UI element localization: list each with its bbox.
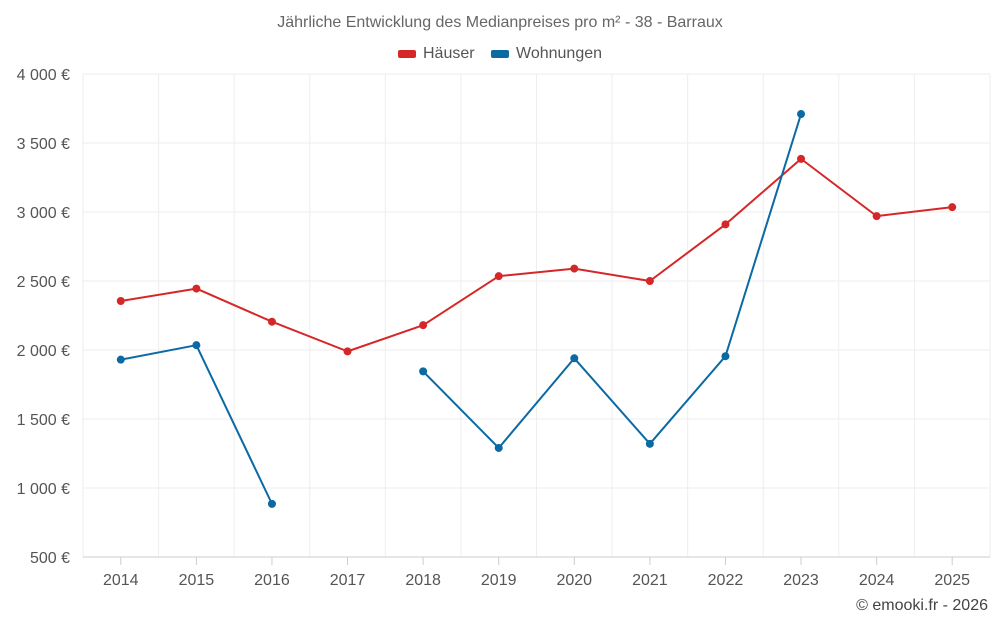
chart-title: Jährliche Entwicklung des Medianpreises …	[277, 14, 723, 31]
data-point-haeuser	[645, 277, 654, 285]
data-point-wohnungen	[645, 439, 654, 448]
chart-legend: Häuser Wohnungen	[0, 45, 1000, 63]
data-point-haeuser	[343, 347, 352, 356]
data-point-haeuser	[797, 154, 806, 163]
data-point-wohnungen	[267, 499, 276, 508]
data-point-haeuser	[116, 297, 125, 306]
x-tick-label: 2022	[708, 572, 744, 589]
y-tick-label: 2 500 €	[17, 274, 70, 291]
y-tick-label: 1 500 €	[17, 412, 70, 429]
credit-text: © emooki.fr - 2026	[856, 597, 988, 614]
data-point-haeuser	[267, 317, 276, 326]
x-tick-label: 2020	[556, 572, 592, 589]
series-line-wohnungen	[422, 113, 802, 449]
y-tick-label: 2 000 €	[17, 343, 70, 360]
data-point-wohnungen	[494, 443, 503, 452]
legend-item-haeuser[interactable]: Häuser	[397, 45, 475, 63]
series-line-haeuser	[120, 157, 953, 353]
y-tick-label: 3 500 €	[17, 136, 70, 153]
x-tick-label: 2017	[330, 572, 366, 589]
data-point-haeuser	[419, 321, 428, 330]
x-tick-label: 2015	[179, 572, 215, 589]
data-point-haeuser	[872, 212, 881, 221]
x-tick-label: 2023	[783, 572, 819, 589]
data-point-wohnungen	[570, 354, 579, 363]
data-point-wohnungen	[419, 367, 428, 376]
x-tick-label: 2019	[481, 572, 517, 589]
data-point-haeuser	[948, 203, 957, 212]
data-point-wohnungen	[116, 355, 125, 364]
x-tick-label: 2016	[254, 572, 290, 589]
x-tick-label: 2021	[632, 572, 668, 589]
y-tick-label: 3 000 €	[17, 205, 70, 222]
y-tick-label: 4 000 €	[17, 67, 70, 84]
data-point-wohnungen	[192, 341, 201, 350]
x-tick-label: 2025	[934, 572, 970, 589]
data-point-haeuser	[494, 272, 503, 281]
x-tick-label: 2014	[103, 572, 139, 589]
series-line-wohnungen	[120, 344, 273, 505]
y-tick-label: 500 €	[30, 550, 70, 567]
legend-swatch-wohnungen	[491, 50, 510, 58]
legend-swatch-haeuser	[397, 50, 416, 58]
data-point-wohnungen	[721, 352, 730, 361]
data-point-haeuser	[570, 264, 579, 273]
data-point-haeuser	[192, 284, 201, 293]
data-point-haeuser	[721, 220, 730, 229]
y-tick-label: 1 000 €	[17, 481, 70, 498]
legend-item-wohnungen[interactable]: Wohnungen	[491, 45, 602, 63]
legend-label-wohnungen: Wohnungen	[516, 45, 603, 62]
data-point-wohnungen	[797, 110, 806, 119]
legend-label-haeuser: Häuser	[422, 45, 475, 62]
x-tick-label: 2018	[405, 572, 441, 589]
x-tick-label: 2024	[859, 572, 895, 589]
